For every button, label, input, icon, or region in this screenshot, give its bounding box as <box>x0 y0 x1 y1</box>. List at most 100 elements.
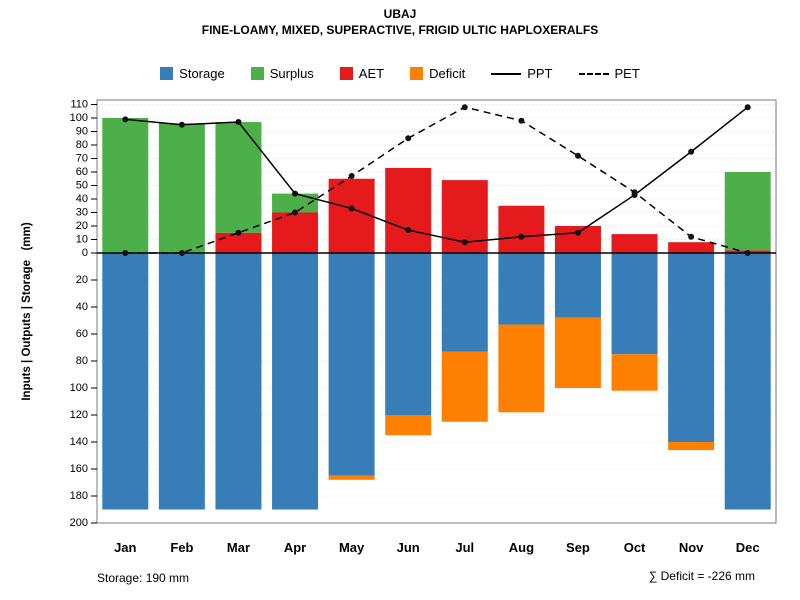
legend-label: AET <box>358 66 385 81</box>
legend-item-aet: AET <box>339 66 385 81</box>
ppt-point-may <box>348 205 355 212</box>
bar-storage-may <box>328 253 375 476</box>
y-tick-label: 80 <box>76 139 88 151</box>
x-label-feb: Feb <box>170 540 193 555</box>
bar-aet-oct <box>611 234 658 253</box>
y-tick-label: 30 <box>76 207 88 219</box>
legend-item-pet: PET <box>578 66 640 81</box>
y-tick-label: 120 <box>70 409 88 421</box>
y-tick-label: 180 <box>70 490 88 502</box>
ppt-point-apr <box>292 190 299 197</box>
bar-surplus-dec <box>724 172 771 251</box>
bar-aet-jun <box>385 167 432 253</box>
pet-point-sep <box>574 152 581 159</box>
bar-aet-apr <box>272 212 319 253</box>
ppt-point-dec <box>744 104 751 111</box>
legend-label: PPT <box>527 66 553 81</box>
ppt-line-icon <box>491 72 522 75</box>
x-label-may: May <box>339 540 365 555</box>
ppt-point-nov <box>688 148 695 155</box>
x-label-aug: Aug <box>509 540 534 555</box>
y-tick-label: 200 <box>70 517 88 529</box>
legend: Storage Surplus AET Deficit PPT PET <box>0 66 800 81</box>
bar-aet-may <box>328 178 375 253</box>
pet-point-jan <box>122 250 129 256</box>
pet-line-icon <box>578 72 609 75</box>
bar-storage-jul <box>441 253 488 352</box>
legend-item-surplus: Surplus <box>250 66 314 81</box>
bar-storage-jan <box>102 253 149 510</box>
ppt-point-sep <box>574 229 581 236</box>
pet-point-apr <box>292 209 299 216</box>
y-tick-label: 0 <box>82 247 88 259</box>
x-label-mar: Mar <box>227 540 250 555</box>
bar-surplus-apr <box>272 193 319 213</box>
legend-label: PET <box>614 66 640 81</box>
bar-deficit-sep <box>554 317 601 388</box>
legend-label: Deficit <box>429 66 466 81</box>
legend-label: Storage <box>179 66 225 81</box>
y-tick-label: 50 <box>76 180 88 192</box>
bar-deficit-jun <box>385 415 432 436</box>
pet-line <box>125 106 748 254</box>
bar-aet-nov <box>668 242 715 253</box>
x-label-apr: Apr <box>284 540 306 555</box>
bar-surplus-jan <box>102 118 149 253</box>
bar-deficit-aug <box>498 324 545 413</box>
x-label-nov: Nov <box>679 540 704 555</box>
bar-storage-apr <box>272 253 319 510</box>
deficit-swatch-icon <box>410 67 424 80</box>
bar-storage-mar <box>215 253 262 510</box>
surplus-swatch-icon <box>250 67 264 80</box>
y-tick-label: 60 <box>76 328 88 340</box>
y-tick-label: 70 <box>76 153 88 165</box>
ppt-point-aug <box>518 233 525 240</box>
bar-storage-oct <box>611 253 658 355</box>
pet-point-jun <box>405 135 412 142</box>
y-tick-label: 60 <box>76 166 88 178</box>
bar-deficit-jul <box>441 351 488 422</box>
plot-border <box>96 99 777 524</box>
ppt-point-mar <box>235 119 242 126</box>
y-tick-label: 140 <box>70 436 88 448</box>
bar-deficit-nov <box>668 442 715 451</box>
x-label-jul: Jul <box>455 540 474 555</box>
legend-label: Surplus <box>269 66 314 81</box>
pet-point-jul <box>461 104 468 111</box>
pet-point-feb <box>178 250 185 256</box>
aet-swatch-icon <box>339 67 353 80</box>
y-tick-label: 160 <box>70 463 88 475</box>
ppt-point-feb <box>178 121 185 128</box>
chart-title: UBAJ <box>383 7 417 21</box>
y-tick-label: 80 <box>76 355 88 367</box>
storage-note: Storage: 190 mm <box>97 571 190 585</box>
y-tick-label: 100 <box>70 112 88 124</box>
pet-point-aug <box>518 117 525 124</box>
y-tick-label: 110 <box>70 99 88 111</box>
x-label-jun: Jun <box>397 540 420 555</box>
y-tick-label: 90 <box>76 126 88 138</box>
bar-surplus-feb <box>158 123 205 254</box>
bar-storage-feb <box>158 253 205 510</box>
legend-item-ppt: PPT <box>491 66 553 81</box>
y-tick-label: 20 <box>76 274 88 286</box>
pet-point-mar <box>235 229 242 236</box>
legend-item-storage: Storage <box>160 66 225 81</box>
y-axis-title: Inputs | Outputs | Storage (mm) <box>21 222 33 400</box>
ppt-point-jul <box>461 239 468 246</box>
chart-subtitle: FINE-LOAMY, MIXED, SUPERACTIVE, FRIGID U… <box>201 23 599 37</box>
y-tick-label: 100 <box>70 382 88 394</box>
bar-deficit-may <box>328 475 375 480</box>
ppt-point-jan <box>122 116 129 123</box>
pet-point-dec <box>744 250 751 256</box>
y-tick-label: 10 <box>76 234 88 246</box>
x-label-jan: Jan <box>114 540 136 555</box>
y-tick-label: 40 <box>76 301 88 313</box>
bar-storage-aug <box>498 253 545 325</box>
pet-point-nov <box>688 233 695 240</box>
ppt-line <box>125 106 749 243</box>
bar-storage-jun <box>385 253 432 415</box>
y-tick-label: 20 <box>76 220 88 232</box>
pet-point-oct <box>631 189 638 196</box>
